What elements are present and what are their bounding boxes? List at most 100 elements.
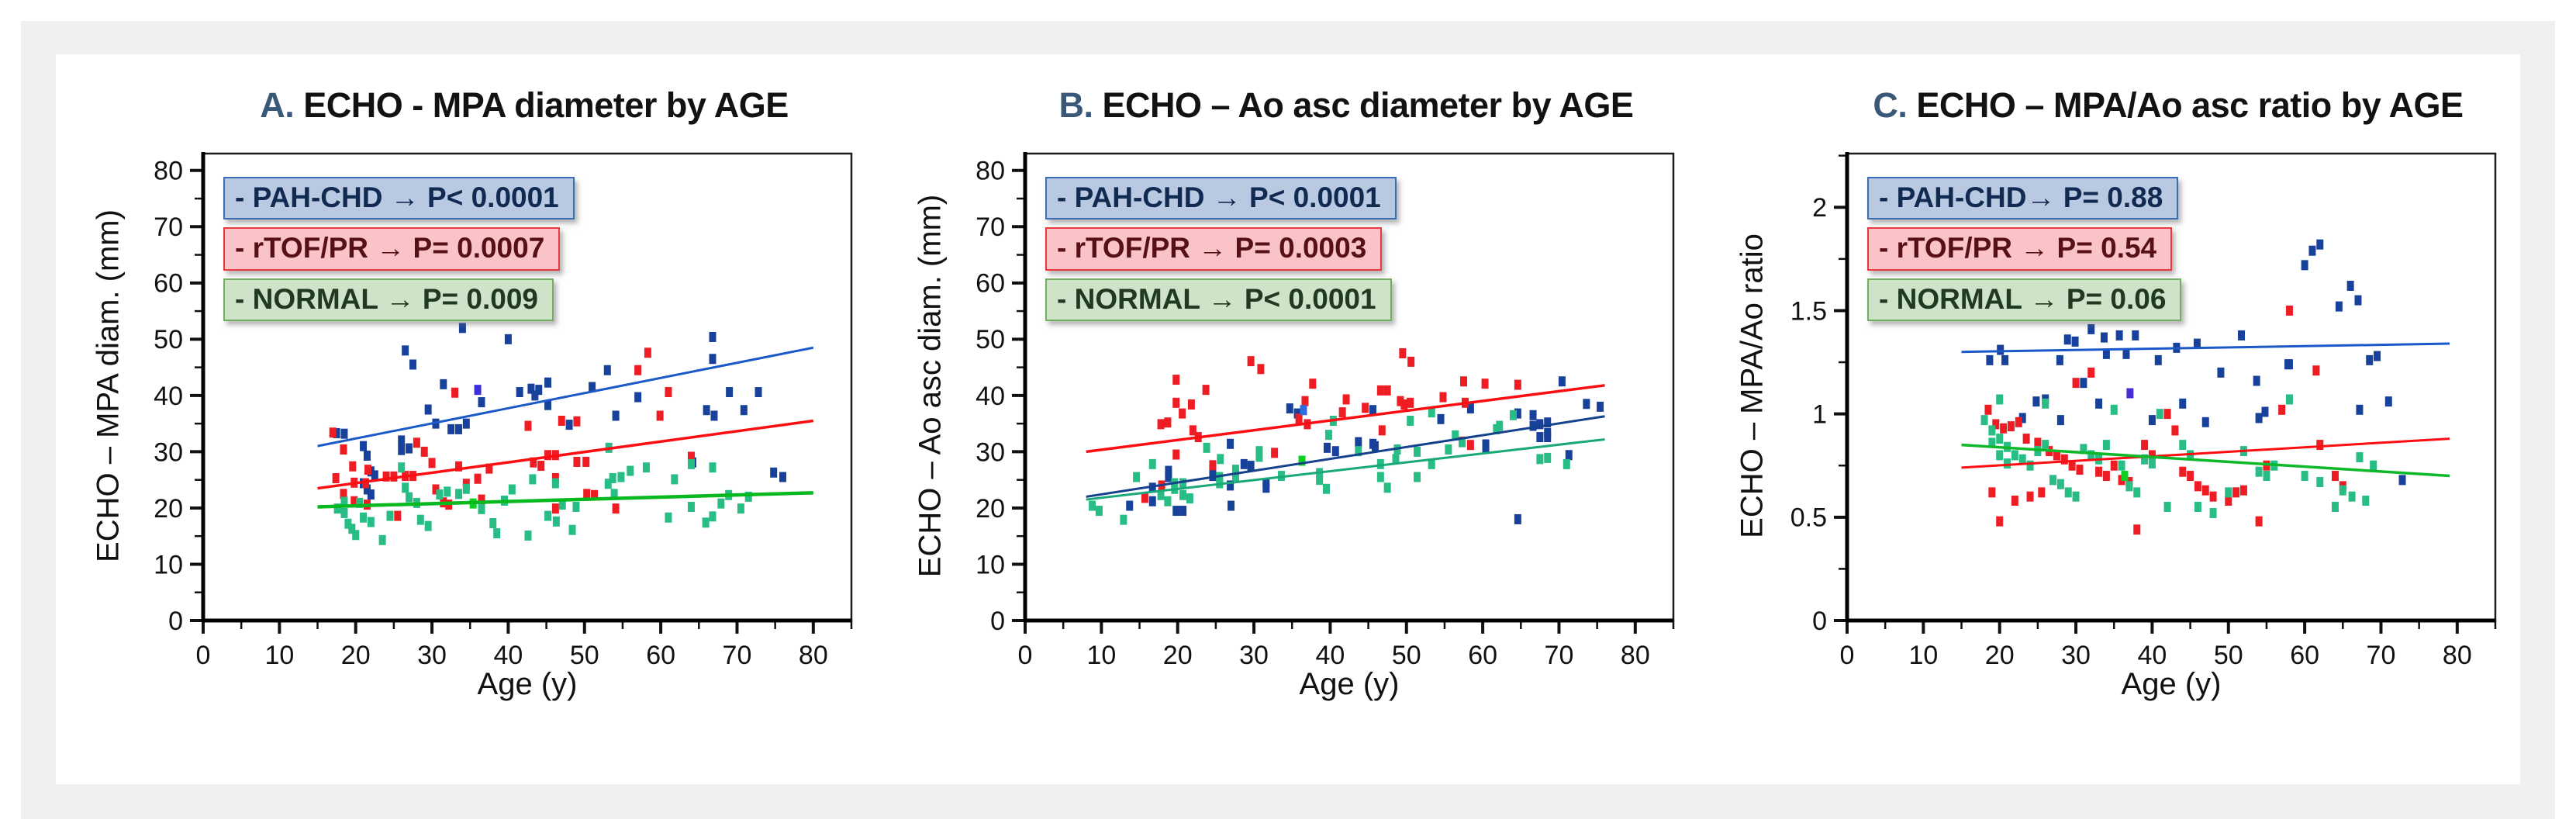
pah-chd-point	[2308, 245, 2316, 256]
rtof-pr-point	[2179, 466, 2187, 477]
normal-point	[398, 462, 406, 473]
normal-point	[2141, 454, 2149, 465]
normal-point	[1988, 437, 1996, 448]
accent-blue-point	[2126, 388, 2134, 399]
x-tick-label: 60	[2290, 641, 2319, 670]
panel-b: B. ECHO – Ao asc diameter by AGE 0 10 20 30 4…	[884, 54, 1692, 784]
normal-point	[2225, 487, 2232, 498]
x-tick-label: 60	[646, 641, 675, 670]
normal-point	[340, 507, 348, 518]
normal-point	[1452, 430, 1459, 441]
x-tick-label: 70	[2367, 641, 2396, 670]
normal-point	[367, 517, 375, 527]
normal-point	[2362, 496, 2370, 506]
y-tick-label: 0.5	[1790, 503, 1827, 533]
x-tick-label: 50	[2214, 641, 2243, 670]
rtof-pr-point	[1399, 347, 1407, 358]
legend-label: - PAH-CHD → P< 0.0001	[235, 181, 559, 213]
rtof-pr-point	[2110, 460, 2118, 471]
normal-point	[552, 516, 560, 527]
rtof-pr-point	[2095, 466, 2103, 477]
normal-point	[1544, 452, 1552, 463]
rtof-pr-point	[2312, 365, 2320, 376]
pah-chd-trendline	[1961, 342, 2450, 354]
rtof-pr-point	[361, 478, 369, 489]
rtof-pr-point	[1338, 407, 1346, 418]
normal-trendline	[1961, 443, 2450, 478]
normal-point	[2087, 450, 2095, 461]
y-tick-label: 60	[154, 269, 183, 299]
normal-point	[1414, 446, 1421, 457]
pah-chd-point	[458, 323, 466, 334]
pah-chd-point	[603, 365, 611, 375]
legend-item-pah-chd: - PAH-CHD → P< 0.0001	[1045, 177, 1397, 220]
pah-chd-point	[1536, 419, 1544, 430]
rtof-pr-point	[1309, 379, 1317, 389]
panel-b-plot-area: 0 10 20 30 40 50 60 70 80 0 10 20 30 40 50 60 70 80 - PAH…	[884, 146, 1692, 721]
pah-chd-point	[1228, 500, 1235, 511]
pah-chd-point	[1583, 399, 1590, 410]
rtof-pr-point	[2232, 487, 2240, 498]
pah-chd-point	[363, 484, 371, 495]
normal-point	[2102, 440, 2110, 451]
x-tick-label: 0	[1018, 641, 1033, 670]
x-tick-label: 50	[570, 641, 599, 670]
normal-point	[1496, 420, 1504, 431]
panel-c-x-axis-label: Age (y)	[2121, 667, 2222, 701]
panel-a-title-text: ECHO - MPA diameter by AGE	[303, 85, 789, 125]
rtof-pr-point	[1400, 399, 1408, 410]
normal-point	[617, 472, 625, 482]
x-tick-label: 30	[1239, 641, 1269, 670]
normal-point	[1095, 506, 1103, 517]
panel-b-title-letter: B.	[1058, 85, 1094, 125]
rtof-pr-point	[2015, 417, 2022, 427]
x-tick-label: 40	[1315, 641, 1345, 670]
rtof-pr-point	[551, 472, 559, 483]
normal-point	[1164, 496, 1172, 506]
y-tick-label: 0	[990, 607, 1005, 636]
legend-label: - NORMAL → P= 0.06	[1879, 282, 2167, 315]
normal-point	[454, 489, 462, 500]
pah-chd-point	[516, 387, 523, 398]
normal-point	[1996, 450, 2004, 461]
normal-point	[378, 534, 386, 545]
x-tick-label: 30	[2061, 641, 2091, 670]
rtof-pr-point	[530, 457, 537, 468]
normal-point	[2110, 404, 2118, 415]
normal-point	[2026, 460, 2034, 471]
rtof-pr-point	[2163, 409, 2171, 420]
rtof-pr-point	[1172, 449, 1180, 460]
pah-chd-point	[2237, 330, 2245, 340]
pah-chd-point	[531, 390, 539, 401]
rtof-pr-point	[332, 472, 340, 483]
normal-point	[406, 492, 413, 503]
rtof-pr-point	[1202, 385, 1210, 396]
pah-chd-point	[2366, 354, 2374, 365]
rtof-pr-point	[2201, 485, 2209, 496]
rtof-pr-point	[478, 494, 485, 505]
normal-point	[2080, 444, 2087, 455]
rtof-pr-point	[573, 456, 581, 467]
legend-label: - NORMAL → P= 0.009	[235, 282, 539, 315]
normal-point	[333, 503, 341, 514]
legend-item-normal: - NORMAL → P= 0.009	[223, 278, 554, 322]
pah-chd-point	[1165, 465, 1172, 476]
normal-point	[1133, 472, 1141, 482]
pah-chd-point	[406, 443, 413, 454]
normal-point	[1089, 500, 1096, 511]
rtof-pr-point	[474, 473, 482, 484]
pah-chd-point	[754, 387, 762, 398]
normal-point	[1231, 471, 1239, 482]
pah-chd-point	[1986, 354, 1994, 365]
pah-chd-point	[2122, 348, 2130, 359]
pah-chd-point	[2071, 336, 2079, 347]
x-tick-label: 30	[417, 641, 447, 670]
rtof-pr-point	[1407, 397, 1414, 408]
rtof-pr-point	[2076, 465, 2084, 475]
normal-point	[2348, 491, 2356, 502]
panel-a-title: A. ECHO - MPA diameter by AGE	[62, 54, 870, 126]
normal-point	[1157, 489, 1165, 500]
rtof-pr-point	[1141, 493, 1148, 503]
y-tick-label: 30	[154, 437, 183, 467]
x-tick-label: 10	[264, 641, 294, 670]
